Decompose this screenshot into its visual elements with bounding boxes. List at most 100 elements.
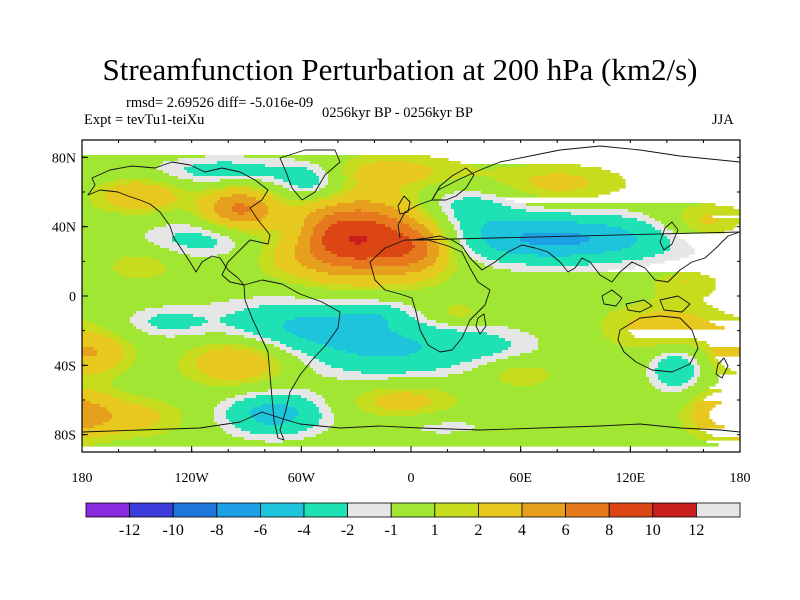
contour-cell xyxy=(487,257,644,261)
contour-cell xyxy=(82,302,212,306)
contour-cell xyxy=(178,365,197,369)
contour-cell xyxy=(289,281,320,285)
contour-cell xyxy=(235,242,266,246)
contour-cell xyxy=(400,188,422,192)
contour-cell xyxy=(511,383,536,387)
contour-cell xyxy=(439,251,449,255)
contour-cell xyxy=(205,188,227,192)
contour-cell xyxy=(310,365,332,369)
contour-cell xyxy=(316,434,695,438)
contour-cell xyxy=(118,374,185,378)
contour-cell xyxy=(460,224,485,228)
contour-cell xyxy=(694,374,701,378)
contour-cell xyxy=(82,320,89,324)
contour-cell xyxy=(634,317,704,321)
contour-cell xyxy=(688,386,710,390)
contour-cell xyxy=(649,215,683,219)
contour-cell xyxy=(271,353,293,357)
contour-cell xyxy=(151,425,179,429)
contour-cell xyxy=(358,395,380,399)
colorbar-box xyxy=(652,502,697,518)
contour-cell xyxy=(82,266,113,270)
contour-cell xyxy=(463,245,470,249)
contour-cell xyxy=(643,257,680,261)
contour-cell xyxy=(310,248,326,252)
contour-cell xyxy=(697,377,719,381)
contour-cell xyxy=(376,221,404,225)
contour-cell xyxy=(124,338,257,342)
contour-cell xyxy=(217,404,233,408)
contour-cell xyxy=(427,254,440,258)
contour-cell xyxy=(484,263,527,267)
contour-cell xyxy=(457,401,689,405)
contour-cell xyxy=(451,242,461,246)
contour-cell xyxy=(409,215,425,219)
contour-cell xyxy=(232,434,317,438)
contour-cell xyxy=(82,374,119,378)
contour-cell xyxy=(439,200,455,204)
contour-cell xyxy=(319,200,356,204)
contour-cell xyxy=(247,377,272,381)
contour-cell xyxy=(454,251,467,255)
contour-cell xyxy=(529,332,605,336)
contour-cell xyxy=(82,260,116,264)
contour-cell xyxy=(292,353,308,357)
contour-cell xyxy=(214,407,230,411)
contour-cell xyxy=(151,317,206,321)
contour-cell xyxy=(502,182,533,186)
contour-cell xyxy=(436,260,449,264)
contour-cell xyxy=(82,233,146,237)
contour-cell xyxy=(376,161,410,165)
contour-cell xyxy=(82,221,209,225)
contour-cell xyxy=(151,179,194,183)
contour-cell xyxy=(136,347,194,351)
contour-cell xyxy=(577,221,647,225)
contour-cell xyxy=(457,263,485,267)
contour-cell xyxy=(157,422,182,426)
contour-cell xyxy=(694,371,701,375)
contour-cell xyxy=(571,212,644,216)
contour-cell xyxy=(532,182,590,186)
contour-cell xyxy=(538,344,623,348)
contour-cell xyxy=(82,353,98,357)
contour-cell xyxy=(463,233,482,237)
contour-cell xyxy=(337,254,404,258)
y-tick-label: 40N xyxy=(52,221,76,236)
contour-cell xyxy=(490,176,533,180)
contour-cell xyxy=(448,374,500,378)
contour-cell xyxy=(82,236,146,240)
contour-cell xyxy=(193,314,227,318)
contour-cell xyxy=(673,230,701,234)
contour-cell xyxy=(196,200,218,204)
contour-cell xyxy=(319,281,416,285)
contour-cell xyxy=(409,200,419,204)
contour-cell xyxy=(82,311,137,315)
contour-cell xyxy=(256,338,272,342)
contour-cell xyxy=(472,257,488,261)
contour-cell xyxy=(538,341,614,345)
coastline-australia xyxy=(617,315,699,373)
contour-cell xyxy=(283,233,302,237)
chart-title: Streamfunction Perturbation at 200 hPa (… xyxy=(102,52,698,87)
contour-cell xyxy=(409,224,425,228)
contour-cell xyxy=(661,221,686,225)
contour-cell xyxy=(688,206,734,210)
contour-cell xyxy=(289,182,320,186)
contour-cell xyxy=(313,227,329,231)
contour-cell xyxy=(184,374,209,378)
contour-cell xyxy=(181,356,200,360)
contour-cell xyxy=(397,230,419,234)
contour-cell xyxy=(298,410,320,414)
contour-cell xyxy=(208,221,218,225)
contour-cell xyxy=(82,386,116,390)
contour-cell xyxy=(487,362,650,366)
contour-cell xyxy=(313,425,332,429)
contour-cell xyxy=(307,167,323,171)
contour-cell xyxy=(415,308,449,312)
contour-cell xyxy=(463,371,503,375)
contour-cell xyxy=(337,377,389,381)
contour-cell xyxy=(154,242,179,246)
contour-cell xyxy=(427,209,443,213)
contour-cell xyxy=(382,314,410,318)
contour-cell xyxy=(268,212,311,216)
